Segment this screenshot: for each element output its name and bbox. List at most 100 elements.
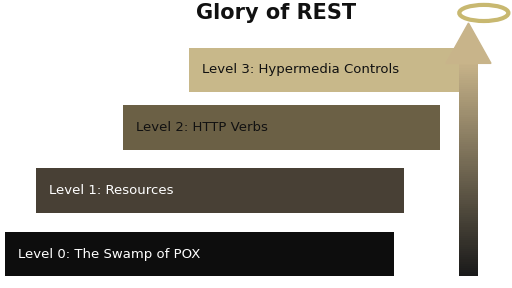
Bar [459,272,478,274]
Bar [459,242,478,245]
Bar [459,164,478,166]
Bar [459,185,478,187]
Bar [459,245,478,247]
Bar [459,223,478,225]
Bar [459,121,478,123]
Bar [459,217,478,219]
Bar [459,144,478,147]
Bar [459,155,478,157]
Bar [459,234,478,236]
Bar [459,97,478,100]
Bar [459,219,478,221]
Bar [459,247,478,249]
Bar [36,168,404,213]
Bar [459,161,478,164]
Bar [459,200,478,202]
Bar [459,208,478,211]
Bar [459,91,478,93]
Bar [189,48,461,92]
Bar [459,168,478,170]
Polygon shape [446,23,491,63]
Text: Level 2: HTTP Verbs: Level 2: HTTP Verbs [136,121,268,134]
Bar [459,153,478,155]
Bar [459,255,478,257]
Bar [459,125,478,127]
Bar [123,105,440,150]
Bar [459,89,478,91]
Bar [459,262,478,264]
Bar [459,225,478,228]
Bar [459,83,478,85]
Bar [459,181,478,183]
Text: Glory of REST: Glory of REST [197,3,356,23]
Bar [459,159,478,161]
Bar [459,228,478,230]
Bar [459,106,478,108]
Bar [459,74,478,76]
Bar [459,76,478,78]
Bar [459,202,478,204]
Bar [459,68,478,70]
Bar [459,100,478,102]
Bar [459,142,478,144]
Bar [459,240,478,242]
Bar [459,117,478,119]
Bar [459,72,478,74]
Bar [459,189,478,191]
Bar [459,138,478,140]
Bar [459,259,478,262]
Bar [459,147,478,149]
Bar [459,123,478,125]
Bar [459,134,478,136]
Bar [459,211,478,213]
Bar [459,183,478,185]
Bar [459,204,478,206]
Bar [459,196,478,198]
Text: Level 1: Resources: Level 1: Resources [49,184,173,197]
Bar [5,232,394,276]
Bar [459,253,478,255]
Bar [459,108,478,110]
Bar [459,198,478,200]
Bar [459,112,478,115]
Bar [459,132,478,134]
Bar [459,174,478,176]
Bar [459,251,478,253]
Bar [459,140,478,142]
Text: Level 3: Hypermedia Controls: Level 3: Hypermedia Controls [202,63,399,76]
Bar [459,232,478,234]
Bar [459,151,478,153]
Bar [459,70,478,72]
Bar [459,149,478,151]
Bar [459,236,478,238]
Bar [459,187,478,189]
Bar [459,127,478,129]
Bar [459,215,478,217]
Bar [459,172,478,174]
Bar [459,129,478,132]
Bar [459,270,478,272]
Bar [459,238,478,240]
Bar [459,65,478,68]
Bar [459,221,478,223]
Text: Level 0: The Swamp of POX: Level 0: The Swamp of POX [18,248,200,261]
Bar [459,213,478,215]
Bar [459,249,478,251]
Bar [459,191,478,193]
Bar [459,230,478,232]
Bar [459,136,478,138]
Bar [459,274,478,276]
Bar [459,257,478,259]
Bar [459,93,478,95]
Bar [459,115,478,117]
Bar [459,266,478,268]
Bar [459,119,478,121]
Bar [459,104,478,106]
Bar [459,206,478,208]
Bar [459,170,478,172]
Bar [459,179,478,181]
Bar [459,176,478,179]
Bar [459,63,478,65]
Bar [459,78,478,80]
Bar [459,157,478,159]
